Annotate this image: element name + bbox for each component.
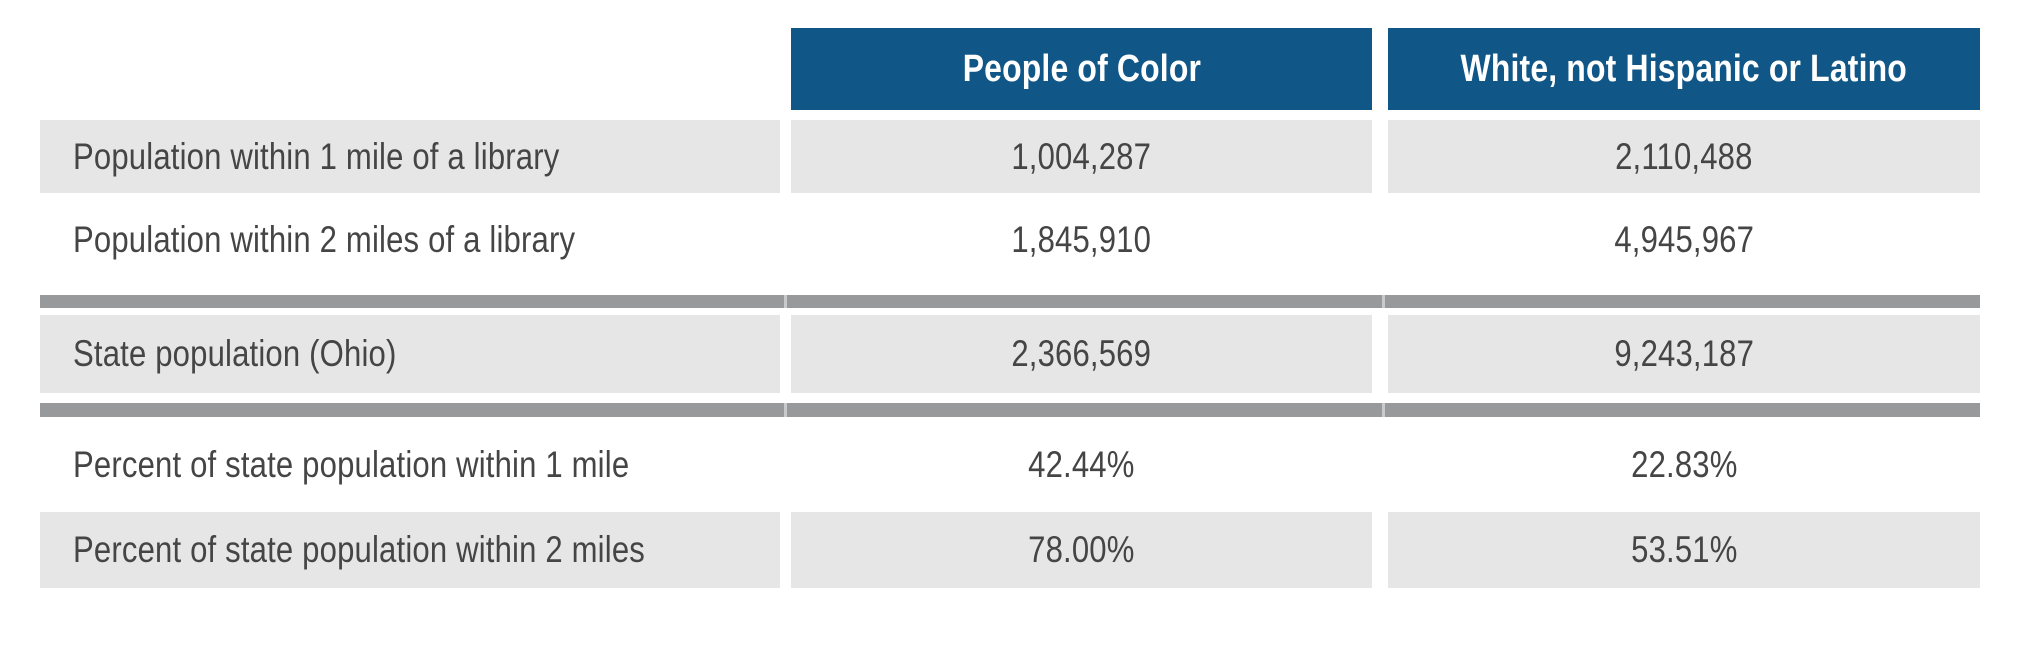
cell-value-white-not-hispanic: 4,945,967 (1388, 202, 1980, 278)
column-header-people-of-color: People of Color (791, 28, 1372, 110)
column-gap (780, 426, 791, 503)
cell-value-white-not-hispanic: 22.83% (1388, 426, 1980, 503)
column-header-white-not-hispanic: White, not Hispanic or Latino (1388, 28, 1980, 110)
column-gap (1372, 202, 1388, 278)
value-text: 2,366,569 (1011, 333, 1152, 374)
value-text: 78.00% (1028, 529, 1135, 570)
row-label: Population within 1 mile of a library (40, 120, 780, 193)
value-text: 22.83% (1630, 443, 1738, 485)
table-row-state-population: State population (Ohio) 2,366,569 9,243,… (40, 315, 1980, 393)
column-gap (1372, 120, 1388, 193)
row-label: Percent of state population within 2 mil… (40, 512, 780, 588)
row-label-text: Population within 1 mile of a library (73, 135, 560, 177)
column-gap (780, 28, 791, 110)
cell-value-white-not-hispanic: 53.51% (1388, 512, 1980, 588)
column-gap (780, 512, 791, 588)
value-text: 1,004,287 (1011, 135, 1152, 177)
table-header-row: People of Color White, not Hispanic or L… (40, 28, 1980, 110)
value-text: 9,243,187 (1614, 333, 1754, 374)
row-label-text: Percent of state population within 2 mil… (73, 529, 646, 570)
row-label-text: Population within 2 miles of a library (73, 219, 576, 260)
section-divider (40, 295, 1980, 308)
cell-value-people-of-color: 78.00% (791, 512, 1372, 588)
table-row-population-2-miles: Population within 2 miles of a library 1… (40, 202, 1980, 278)
column-header-label: White, not Hispanic or Latino (1460, 47, 1908, 90)
row-label: Population within 2 miles of a library (40, 202, 780, 278)
column-header-label: People of Color (962, 47, 1201, 90)
cell-value-people-of-color: 1,845,910 (791, 202, 1372, 278)
table-row-percent-1-mile: Percent of state population within 1 mil… (40, 426, 1980, 503)
cell-value-white-not-hispanic: 9,243,187 (1388, 315, 1980, 393)
cell-value-white-not-hispanic: 2,110,488 (1388, 120, 1980, 193)
column-gap (1372, 28, 1388, 110)
divider-seam (784, 403, 787, 417)
column-gap (780, 315, 791, 393)
section-divider (40, 403, 1980, 417)
table-row-percent-2-miles: Percent of state population within 2 mil… (40, 512, 1980, 588)
divider-seam (1382, 295, 1385, 308)
column-gap (1372, 315, 1388, 393)
column-gap (1372, 512, 1388, 588)
library-access-table: People of Color White, not Hispanic or L… (40, 28, 1980, 588)
table-row-population-1-mile: Population within 1 mile of a library 1,… (40, 120, 1980, 193)
column-gap (1372, 426, 1388, 503)
row-label: Percent of state population within 1 mil… (40, 426, 780, 503)
divider-seam (1382, 403, 1385, 417)
row-label-text: State population (Ohio) (73, 333, 397, 374)
divider-seam (784, 295, 787, 308)
cell-value-people-of-color: 2,366,569 (791, 315, 1372, 393)
value-text: 1,845,910 (1011, 219, 1152, 260)
cell-value-people-of-color: 42.44% (791, 426, 1372, 503)
value-text: 42.44% (1028, 443, 1135, 485)
row-label: State population (Ohio) (40, 315, 780, 393)
column-gap (780, 202, 791, 278)
value-text: 53.51% (1630, 529, 1738, 570)
cell-value-people-of-color: 1,004,287 (791, 120, 1372, 193)
column-gap (780, 120, 791, 193)
value-text: 4,945,967 (1614, 219, 1754, 260)
value-text: 2,110,488 (1615, 135, 1753, 177)
column-header-empty (40, 28, 780, 110)
row-label-text: Percent of state population within 1 mil… (73, 443, 630, 485)
